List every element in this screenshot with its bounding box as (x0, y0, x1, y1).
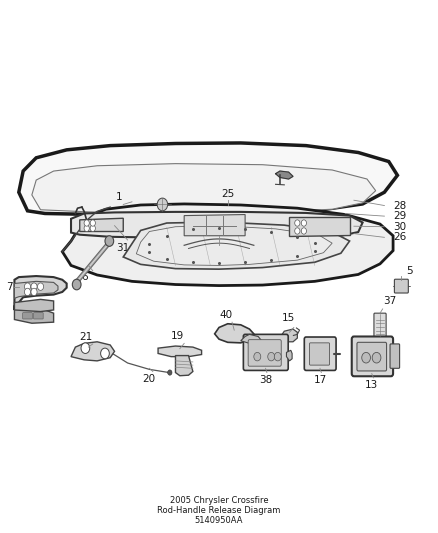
Polygon shape (71, 212, 363, 238)
Text: 21: 21 (80, 332, 93, 342)
Circle shape (31, 283, 37, 290)
Circle shape (84, 225, 89, 231)
Circle shape (72, 279, 81, 290)
Text: 31: 31 (117, 243, 130, 253)
Text: 38: 38 (259, 375, 272, 385)
Text: 19: 19 (171, 331, 184, 341)
Polygon shape (289, 216, 350, 236)
Polygon shape (14, 300, 53, 312)
Circle shape (101, 348, 110, 359)
Polygon shape (158, 346, 201, 357)
Text: 40: 40 (219, 310, 232, 319)
FancyBboxPatch shape (248, 340, 281, 366)
Text: 26: 26 (393, 232, 406, 243)
Polygon shape (276, 171, 293, 179)
Circle shape (90, 220, 95, 226)
Circle shape (105, 236, 114, 246)
Polygon shape (215, 324, 254, 343)
Text: 1: 1 (116, 192, 122, 202)
FancyBboxPatch shape (352, 336, 393, 376)
Circle shape (84, 220, 89, 226)
Polygon shape (14, 281, 58, 298)
Text: 13: 13 (365, 380, 378, 390)
Polygon shape (80, 218, 123, 231)
Circle shape (301, 220, 307, 226)
FancyBboxPatch shape (390, 344, 399, 368)
FancyBboxPatch shape (304, 337, 336, 370)
Polygon shape (176, 356, 193, 376)
Polygon shape (71, 342, 115, 361)
Circle shape (38, 283, 44, 290)
Polygon shape (14, 276, 67, 310)
Polygon shape (32, 164, 376, 214)
Polygon shape (123, 222, 350, 269)
FancyBboxPatch shape (374, 313, 386, 337)
Circle shape (168, 370, 172, 375)
Text: 20: 20 (142, 374, 155, 384)
Circle shape (25, 283, 31, 290)
Circle shape (81, 343, 90, 353)
Circle shape (25, 288, 31, 296)
Circle shape (274, 352, 281, 361)
Text: 2005 Chrysler Crossfire
Rod-Handle Release Diagram
5140950AA: 2005 Chrysler Crossfire Rod-Handle Relea… (157, 496, 281, 526)
Text: 5: 5 (406, 266, 413, 276)
Circle shape (254, 352, 261, 361)
Polygon shape (184, 215, 245, 236)
Text: 32: 32 (212, 248, 226, 258)
Circle shape (268, 352, 275, 361)
Text: 15: 15 (282, 313, 295, 323)
Circle shape (372, 352, 381, 363)
Polygon shape (241, 334, 262, 345)
FancyBboxPatch shape (23, 313, 32, 319)
Text: 17: 17 (313, 375, 327, 385)
Polygon shape (286, 350, 292, 361)
Text: 30: 30 (393, 222, 406, 232)
Polygon shape (19, 143, 397, 216)
Circle shape (295, 228, 300, 234)
FancyBboxPatch shape (244, 334, 288, 370)
Circle shape (90, 225, 95, 231)
Circle shape (362, 352, 371, 363)
Circle shape (295, 220, 300, 226)
Circle shape (157, 198, 168, 211)
Text: 37: 37 (384, 296, 397, 306)
FancyBboxPatch shape (357, 342, 387, 371)
Text: 25: 25 (221, 189, 234, 199)
Text: 28: 28 (393, 200, 406, 211)
FancyBboxPatch shape (34, 313, 43, 319)
FancyBboxPatch shape (394, 279, 408, 293)
FancyBboxPatch shape (310, 343, 329, 365)
Polygon shape (14, 309, 53, 323)
Polygon shape (280, 329, 297, 342)
Polygon shape (62, 204, 393, 286)
Circle shape (31, 288, 37, 296)
Text: 29: 29 (393, 211, 406, 221)
Text: 6: 6 (81, 272, 88, 282)
Circle shape (301, 228, 307, 234)
Text: 7: 7 (6, 281, 13, 292)
Polygon shape (136, 225, 332, 265)
